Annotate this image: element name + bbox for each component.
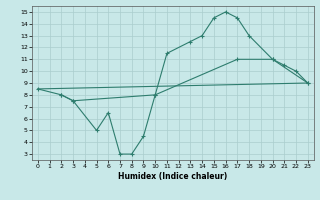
X-axis label: Humidex (Indice chaleur): Humidex (Indice chaleur) [118,172,228,181]
